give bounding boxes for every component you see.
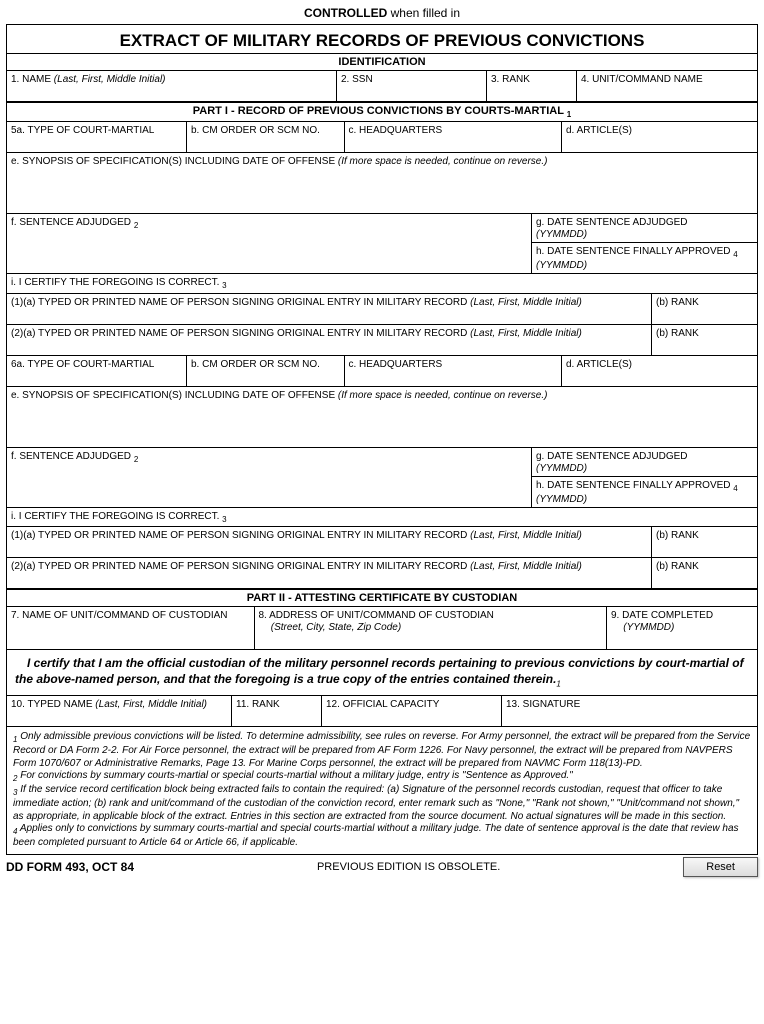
field-11[interactable]: 11. RANK	[232, 696, 322, 726]
field-6c[interactable]: c. HEADQUARTERS	[345, 356, 563, 386]
field-5h[interactable]: h. DATE SENTENCE FINALLY APPROVED 4(YYMM…	[532, 243, 757, 273]
form-id: DD FORM 493, OCT 84	[6, 860, 134, 874]
field-6b[interactable]: b. CM ORDER OR SCM NO.	[187, 356, 345, 386]
identification-row: 1. NAME (Last, First, Middle Initial) 2.…	[7, 71, 757, 102]
part2-row1: 7. NAME OF UNIT/COMMAND OF CUSTODIAN 8. …	[7, 607, 757, 650]
part1-heading: PART I - RECORD OF PREVIOUS CONVICTIONS …	[7, 102, 757, 122]
field-6-2b[interactable]: (b) RANK	[652, 558, 757, 588]
field-5g[interactable]: g. DATE SENTENCE ADJUDGED(YYMMDD)	[532, 214, 757, 243]
field-6i: i. I CERTIFY THE FOREGOING IS CORRECT. 3	[7, 508, 757, 526]
rec5-synopsis: e. SYNOPSIS OF SPECIFICATION(S) INCLUDIN…	[7, 153, 757, 214]
identification-heading: IDENTIFICATION	[7, 54, 757, 71]
certification-statement: I certify that I am the official custodi…	[7, 650, 757, 696]
field-5d[interactable]: d. ARTICLE(S)	[562, 122, 757, 152]
field-5c[interactable]: c. HEADQUARTERS	[345, 122, 563, 152]
field-6a[interactable]: 6a. TYPE OF COURT-MARTIAL	[7, 356, 187, 386]
part2-row2: 10. TYPED NAME (Last, First, Middle Init…	[7, 696, 757, 727]
form-container: EXTRACT OF MILITARY RECORDS OF PREVIOUS …	[6, 24, 758, 855]
rec6-top-row: 6a. TYPE OF COURT-MARTIAL b. CM ORDER OR…	[7, 356, 757, 387]
field-6f[interactable]: f. SENTENCE ADJUDGED 2	[7, 448, 532, 507]
rec5-sentence-row: f. SENTENCE ADJUDGED 2 g. DATE SENTENCE …	[7, 214, 757, 274]
footer: DD FORM 493, OCT 84 PREVIOUS EDITION IS …	[6, 857, 758, 877]
rec5-dates: g. DATE SENTENCE ADJUDGED(YYMMDD) h. DAT…	[532, 214, 757, 273]
reset-button[interactable]: Reset	[683, 857, 758, 877]
field-6g[interactable]: g. DATE SENTENCE ADJUDGED(YYMMDD)	[532, 448, 757, 477]
field-5-1a[interactable]: (1)(a) TYPED OR PRINTED NAME OF PERSON S…	[7, 294, 652, 324]
rec5-top-row: 5a. TYPE OF COURT-MARTIAL b. CM ORDER OR…	[7, 122, 757, 153]
field-5f[interactable]: f. SENTENCE ADJUDGED 2	[7, 214, 532, 273]
field-6e[interactable]: e. SYNOPSIS OF SPECIFICATION(S) INCLUDIN…	[7, 387, 757, 447]
field-10[interactable]: 10. TYPED NAME (Last, First, Middle Init…	[7, 696, 232, 726]
field-12[interactable]: 12. OFFICIAL CAPACITY	[322, 696, 502, 726]
rec6-sig1: (1)(a) TYPED OR PRINTED NAME OF PERSON S…	[7, 527, 757, 558]
field-8[interactable]: 8. ADDRESS OF UNIT/COMMAND OF CUSTODIAN …	[255, 607, 608, 649]
previous-edition-note: PREVIOUS EDITION IS OBSOLETE.	[134, 861, 683, 873]
field-5a[interactable]: 5a. TYPE OF COURT-MARTIAL	[7, 122, 187, 152]
field-unit-command[interactable]: 4. UNIT/COMMAND NAME	[577, 71, 757, 101]
rec5-certify: i. I CERTIFY THE FOREGOING IS CORRECT. 3	[7, 274, 757, 293]
field-5b[interactable]: b. CM ORDER OR SCM NO.	[187, 122, 345, 152]
field-6-2a[interactable]: (2)(a) TYPED OR PRINTED NAME OF PERSON S…	[7, 558, 652, 588]
field-ssn[interactable]: 2. SSN	[337, 71, 487, 101]
rec6-sig2: (2)(a) TYPED OR PRINTED NAME OF PERSON S…	[7, 558, 757, 589]
rec6-certify: i. I CERTIFY THE FOREGOING IS CORRECT. 3	[7, 508, 757, 527]
footnotes: 1 Only admissible previous convictions w…	[7, 727, 757, 854]
field-6d[interactable]: d. ARTICLE(S)	[562, 356, 757, 386]
field-5i: i. I CERTIFY THE FOREGOING IS CORRECT. 3	[7, 274, 757, 292]
controlled-bold: CONTROLLED	[304, 6, 387, 20]
field-5e[interactable]: e. SYNOPSIS OF SPECIFICATION(S) INCLUDIN…	[7, 153, 757, 213]
field-name[interactable]: 1. NAME (Last, First, Middle Initial)	[7, 71, 337, 101]
field-5-2b[interactable]: (b) RANK	[652, 325, 757, 355]
field-6-1b[interactable]: (b) RANK	[652, 527, 757, 557]
rec5-sig1: (1)(a) TYPED OR PRINTED NAME OF PERSON S…	[7, 294, 757, 325]
field-5-1b[interactable]: (b) RANK	[652, 294, 757, 324]
field-9[interactable]: 9. DATE COMPLETED (YYMMDD)	[607, 607, 757, 649]
rec6-sentence-row: f. SENTENCE ADJUDGED 2 g. DATE SENTENCE …	[7, 448, 757, 508]
field-6h[interactable]: h. DATE SENTENCE FINALLY APPROVED 4(YYMM…	[532, 477, 757, 507]
rec5-sig2: (2)(a) TYPED OR PRINTED NAME OF PERSON S…	[7, 325, 757, 356]
field-7[interactable]: 7. NAME OF UNIT/COMMAND OF CUSTODIAN	[7, 607, 255, 649]
rec6-synopsis: e. SYNOPSIS OF SPECIFICATION(S) INCLUDIN…	[7, 387, 757, 448]
field-6-1a[interactable]: (1)(a) TYPED OR PRINTED NAME OF PERSON S…	[7, 527, 652, 557]
controlled-banner: CONTROLLED when filled in	[6, 6, 758, 20]
field-5-2a[interactable]: (2)(a) TYPED OR PRINTED NAME OF PERSON S…	[7, 325, 652, 355]
controlled-rest: when filled in	[387, 6, 460, 20]
field-13[interactable]: 13. SIGNATURE	[502, 696, 757, 726]
form-title: EXTRACT OF MILITARY RECORDS OF PREVIOUS …	[7, 25, 757, 54]
part2-heading: PART II - ATTESTING CERTIFICATE BY CUSTO…	[7, 589, 757, 607]
rec6-dates: g. DATE SENTENCE ADJUDGED(YYMMDD) h. DAT…	[532, 448, 757, 507]
field-rank[interactable]: 3. RANK	[487, 71, 577, 101]
